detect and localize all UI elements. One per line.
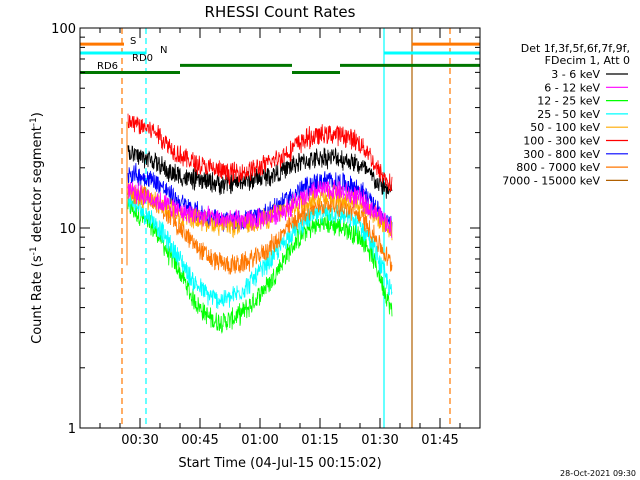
- legend-entry-label: 25 - 50 keV: [537, 108, 600, 121]
- y-tick-label: 100: [51, 22, 76, 37]
- chart-title: RHESSI Count Rates: [205, 3, 356, 21]
- x-tick-label: 01:15: [301, 433, 338, 448]
- x-tick-label: 00:45: [181, 433, 218, 448]
- series-line-3: [127, 192, 393, 309]
- plot-content: S N RD0 RD6: [80, 28, 480, 428]
- legend-entry-label: 100 - 300 keV: [523, 135, 600, 148]
- y-axis-label: Count Rate (s-1 detector segment-1): [29, 112, 45, 344]
- series-line-2: [127, 195, 393, 334]
- y-axis-label-sup2: -1: [29, 117, 39, 126]
- y-axis-label-mid: detector segment: [30, 126, 45, 246]
- legend-entry-label: 7000 - 15000 keV: [502, 174, 600, 187]
- y-tick-label: 1: [68, 422, 76, 437]
- legend: Det 1f,3f,5f,6f,7f,9f,FDecim 1, Att 03 -…: [502, 42, 630, 187]
- panel-bar-label-0: S: [130, 36, 136, 47]
- series-line-5: [127, 113, 393, 192]
- x-axis-label: Start Time (04-Jul-15 00:15:02): [178, 456, 381, 471]
- legend-header-1: FDecim 1, Att 0: [545, 54, 630, 67]
- y-axis-label-sup1: -1: [29, 246, 39, 255]
- legend-entry-label: 800 - 7000 keV: [516, 161, 600, 174]
- panel-bar-label-1: N: [160, 45, 167, 56]
- x-tick-label: 01:45: [421, 433, 458, 448]
- legend-entry-label: 300 - 800 keV: [523, 148, 600, 161]
- panel-bar-label-2: RD0: [132, 53, 153, 64]
- x-tick-label: 01:30: [361, 433, 398, 448]
- plot-frame: [79, 27, 481, 429]
- x-tick-label: 01:00: [241, 433, 278, 448]
- legend-entry-label: 50 - 100 keV: [530, 121, 600, 134]
- y-axis-label-end: ): [30, 112, 45, 117]
- legend-header-0: Det 1f,3f,5f,6f,7f,9f,: [521, 42, 630, 55]
- x-tick-label: 00:30: [121, 433, 158, 448]
- series-line-1: [127, 179, 393, 239]
- legend-entry-label: 12 - 25 keV: [537, 95, 600, 108]
- axes: 1 10 100 00:30 00:45 01:00 01:15 01:30 01:45: [51, 22, 481, 448]
- legend-entry-label: 3 - 6 keV: [551, 68, 600, 81]
- panel-bar-label-3: RD6: [97, 61, 118, 72]
- generation-timestamp: 28-Oct-2021 09:30: [560, 469, 636, 478]
- legend-entry-label: 6 - 12 keV: [544, 81, 600, 94]
- y-tick-label: 10: [59, 222, 76, 237]
- y-axis-label-main: Count Rate (s: [30, 255, 45, 344]
